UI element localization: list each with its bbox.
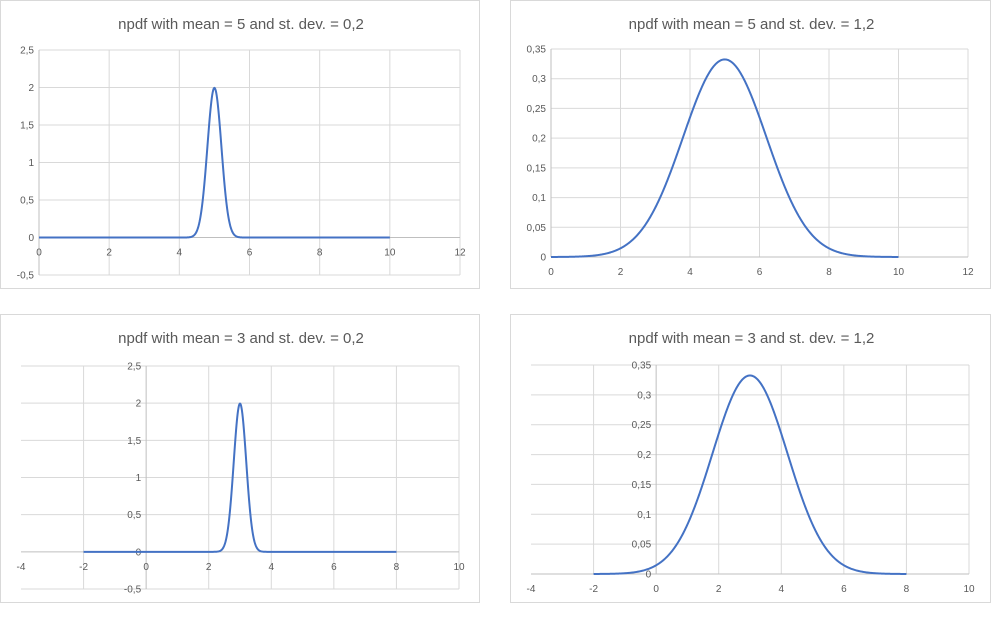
y-tick-label: 2,5 [20,46,34,57]
y-tick-label: 0,2 [637,450,651,461]
y-tick-label: 0 [646,570,652,581]
x-tick-label: -2 [589,584,598,595]
x-tick-label: 6 [757,267,763,278]
y-tick-label: 0,2 [532,134,546,145]
chart-title: npdf with mean = 5 and st. dev. = 0,2 [118,16,364,33]
x-tick-label: 12 [454,248,466,259]
x-tick-label: 0 [143,562,149,573]
y-tick-label: 0,05 [632,540,652,551]
x-tick-label: 6 [841,584,847,595]
chart-panel-2: npdf with mean = 5 and st. dev. = 1,2 0 0,… [510,0,991,289]
y-tick-label: 0,35 [527,45,547,56]
y-tick-label: 1 [136,473,142,484]
x-tick-label: 2 [716,584,722,595]
y-tick-label: 0,05 [527,223,547,234]
x-tick-label: 10 [893,267,905,278]
chart-3-svg: npdf with mean = 3 and st. dev. = 0,2 -0,… [17,330,465,596]
y-tick-label: 0 [136,547,142,558]
x-tick-label: 6 [331,562,337,573]
chart-panel-3: npdf with mean = 3 and st. dev. = 0,2 -0,… [0,314,480,603]
x-tick-label: 8 [394,562,400,573]
y-tick-label: 0,15 [527,163,547,174]
y-tick-label: 2 [136,399,142,410]
x-tick-label: -2 [79,562,88,573]
chart-panel-4: npdf with mean = 3 and st. dev. = 1,2 0 0,… [510,314,991,603]
y-tick-label: 0,5 [127,510,141,521]
chart-title: npdf with mean = 5 and st. dev. = 1,2 [629,16,875,33]
x-tick-label: -4 [17,562,26,573]
x-tick-label: 0 [653,584,659,595]
series-line [39,86,390,239]
x-tick-label: 10 [384,248,396,259]
y-tick-label: 0,25 [632,420,652,431]
y-tick-label: 2,5 [127,362,141,373]
chart-panel-1: npdf with mean = 5 and st. dev. = 0,2 -0,… [0,0,480,289]
y-tick-label: 0,25 [527,104,547,115]
y-tick-label: 0,1 [637,510,651,521]
x-tick-label: 8 [904,584,910,595]
y-tick-label: 1,5 [20,121,34,132]
y-tick-label: 0 [540,253,546,264]
chart-4-svg: npdf with mean = 3 and st. dev. = 1,2 0 0,… [527,330,975,595]
x-tick-label: 2 [206,562,212,573]
chart-title: npdf with mean = 3 and st. dev. = 1,2 [629,330,875,347]
x-tick-label: 2 [106,248,112,259]
series-line [593,374,907,575]
x-tick-label: 4 [687,267,693,278]
y-tick-label: 0,3 [637,390,651,401]
y-tick-label: 0,35 [632,361,652,372]
x-tick-label: 10 [963,584,975,595]
y-tick-label: 0,5 [20,196,34,207]
x-tick-label: 2 [618,267,624,278]
x-tick-label: 4 [177,248,183,259]
x-tick-label: 4 [779,584,785,595]
series-line [83,402,397,553]
y-tick-label: -0,5 [17,271,35,282]
x-tick-label: 8 [317,248,323,259]
y-tick-label: -0,5 [124,585,142,596]
x-tick-label: -4 [527,584,536,595]
x-tick-label: 8 [826,267,832,278]
x-tick-label: 10 [453,562,465,573]
x-tick-label: 0 [36,248,42,259]
chart-2-svg: npdf with mean = 5 and st. dev. = 1,2 0 0,… [527,16,974,278]
x-tick-label: 4 [269,562,275,573]
y-tick-label: 0,1 [532,193,546,204]
x-tick-label: 6 [247,248,253,259]
y-tick-label: 1 [28,158,34,169]
chart-title: npdf with mean = 3 and st. dev. = 0,2 [118,330,364,347]
y-tick-label: 0,3 [532,74,546,85]
series-line [550,58,899,258]
y-tick-label: 2 [28,83,34,94]
chart-1-svg: npdf with mean = 5 and st. dev. = 0,2 -0,… [17,16,466,282]
x-tick-label: 12 [962,267,974,278]
y-tick-label: 0,15 [632,480,652,491]
y-tick-label: 0 [28,233,34,244]
x-tick-label: 0 [548,267,554,278]
y-tick-label: 1,5 [127,436,141,447]
